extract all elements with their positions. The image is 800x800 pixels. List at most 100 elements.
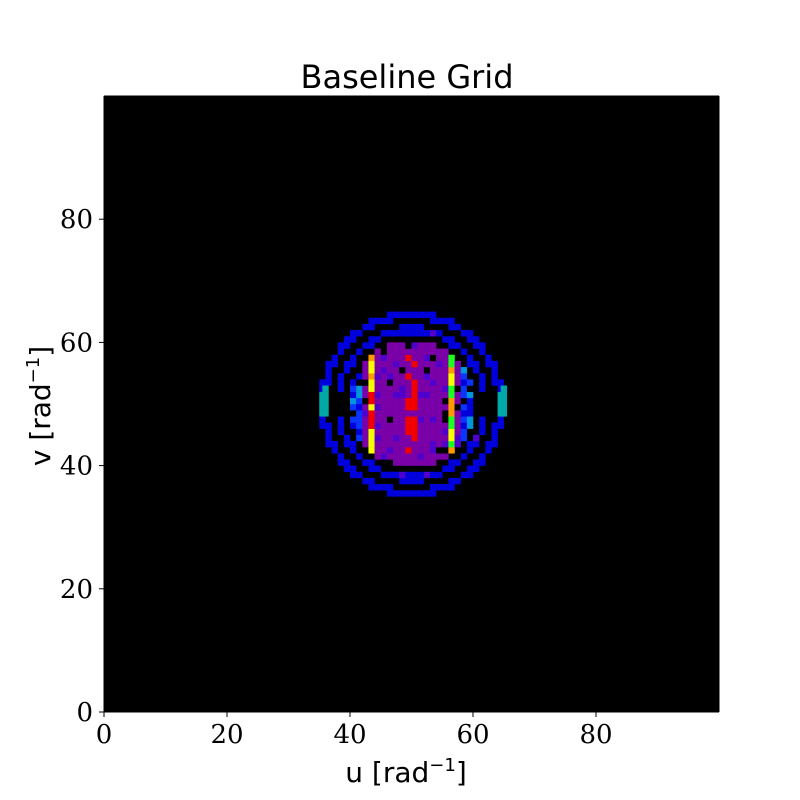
heatmap-cell — [411, 379, 418, 386]
heatmap-cell — [393, 348, 400, 355]
heatmap-cell — [405, 410, 412, 417]
heatmap-cell — [423, 367, 431, 374]
heatmap-cell — [429, 484, 437, 491]
x-tick-label: 20 — [210, 720, 243, 750]
heatmap-cell — [319, 416, 326, 423]
heatmap-cell — [479, 348, 486, 355]
heatmap-cell — [442, 410, 449, 417]
heatmap-cell — [374, 434, 381, 442]
heatmap-cell — [466, 397, 474, 405]
heatmap-cell — [448, 465, 455, 473]
heatmap-cell — [399, 404, 406, 411]
heatmap-cell — [337, 373, 345, 380]
heatmap-cell — [399, 410, 406, 417]
heatmap-cell — [399, 459, 406, 466]
heatmap-cell — [485, 404, 492, 411]
heatmap-cell — [491, 367, 498, 374]
heatmap-cell — [436, 484, 443, 491]
heatmap-cell — [442, 397, 449, 405]
heatmap-cell — [386, 453, 394, 460]
heatmap-cell — [386, 434, 394, 442]
heatmap-cell — [479, 453, 486, 460]
heatmap-cell — [442, 360, 449, 368]
y-tick-label: 60 — [60, 328, 93, 358]
heatmap-cell — [466, 354, 474, 362]
heatmap-cell — [374, 336, 381, 343]
heatmap-cell — [423, 360, 431, 368]
heatmap-cell — [485, 397, 492, 405]
heatmap-cell — [417, 404, 425, 411]
heatmap-cell — [399, 397, 406, 405]
heatmap-cell — [436, 416, 443, 423]
heatmap-cell — [417, 434, 425, 442]
heatmap-cell — [423, 379, 431, 386]
heatmap-cell — [436, 428, 443, 436]
heatmap-cell — [411, 354, 418, 362]
heatmap-cell — [448, 477, 455, 485]
heatmap-cell — [473, 367, 480, 374]
heatmap-cell — [491, 434, 498, 442]
heatmap-cell — [429, 447, 437, 454]
heatmap-cell — [460, 379, 468, 386]
heatmap-cell — [356, 422, 363, 429]
heatmap-cell — [393, 453, 400, 460]
heatmap-cell — [429, 410, 437, 417]
heatmap-cell — [362, 459, 369, 466]
heatmap-cell — [337, 379, 345, 386]
heatmap-cell — [374, 317, 381, 325]
heatmap-cell — [337, 342, 345, 349]
heatmap-cell — [417, 367, 425, 374]
heatmap-cell — [343, 336, 351, 343]
heatmap-cell — [417, 348, 425, 355]
heatmap-cell — [380, 416, 388, 423]
heatmap-cell — [405, 422, 412, 429]
heatmap-cell — [423, 447, 431, 454]
heatmap-cell — [343, 459, 351, 466]
heatmap-cell — [417, 323, 425, 331]
x-tick-label: 40 — [333, 720, 366, 750]
heatmap-cell — [374, 373, 381, 380]
heatmap-cell — [399, 422, 406, 429]
heatmap-cell — [423, 373, 431, 380]
heatmap-cell — [368, 447, 375, 454]
heatmap-cell — [380, 348, 388, 355]
heatmap-cell — [350, 391, 357, 399]
heatmap-cell — [368, 434, 375, 442]
heatmap-cell — [380, 360, 388, 368]
heatmap-cell — [417, 354, 425, 362]
heatmap-cell — [337, 410, 345, 417]
heatmap-cell — [399, 373, 406, 380]
x-tick-label: 80 — [579, 720, 612, 750]
heatmap-cell — [442, 317, 449, 325]
heatmap-cell — [362, 404, 369, 411]
heatmap-cell — [374, 422, 381, 429]
heatmap-cell — [417, 385, 425, 392]
heatmap-cell — [368, 404, 375, 411]
heatmap-cell — [473, 360, 480, 368]
heatmap-cell — [454, 323, 461, 331]
heatmap-cell — [423, 459, 431, 466]
heatmap-cell — [368, 484, 375, 491]
heatmap-cell — [429, 391, 437, 399]
heatmap-cell — [331, 354, 338, 362]
heatmap-cell — [436, 373, 443, 380]
heatmap-cell — [380, 471, 388, 479]
heatmap-cell — [350, 360, 357, 368]
heatmap-cell — [393, 440, 400, 448]
heatmap-cell — [350, 404, 357, 411]
heatmap-cell — [380, 373, 388, 380]
heatmap-cell — [454, 342, 461, 349]
heatmap-cell — [393, 490, 400, 497]
heatmap-cell — [386, 385, 394, 392]
heatmap-cell — [417, 360, 425, 368]
edge-highlight-cell — [500, 397, 508, 405]
heatmap-cell — [325, 360, 332, 368]
y-axis-label: v [rad−1] — [23, 346, 57, 466]
heatmap-cell — [405, 379, 412, 386]
heatmap-cell — [399, 391, 406, 399]
heatmap-cell — [405, 360, 412, 368]
heatmap-cell — [411, 459, 418, 466]
heatmap-cell — [393, 459, 400, 466]
heatmap-cell — [393, 391, 400, 399]
